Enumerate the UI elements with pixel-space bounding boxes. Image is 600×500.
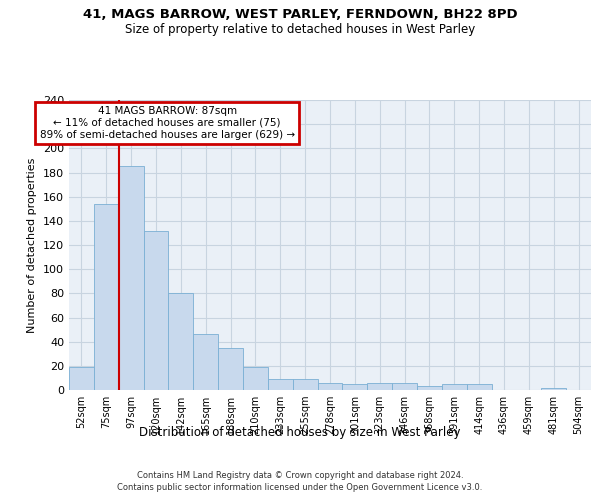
Bar — [367, 383, 392, 390]
Text: 41, MAGS BARROW, WEST PARLEY, FERNDOWN, BH22 8PD: 41, MAGS BARROW, WEST PARLEY, FERNDOWN, … — [83, 8, 517, 20]
Bar — [193, 334, 218, 390]
Y-axis label: Number of detached properties: Number of detached properties — [28, 158, 37, 332]
Text: Distribution of detached houses by size in West Parley: Distribution of detached houses by size … — [139, 426, 461, 439]
Bar — [541, 388, 566, 390]
Bar — [467, 384, 491, 390]
Bar — [343, 384, 367, 390]
Text: Contains public sector information licensed under the Open Government Licence v3: Contains public sector information licen… — [118, 484, 482, 492]
Bar — [293, 379, 317, 390]
Bar — [268, 379, 293, 390]
Bar — [169, 294, 193, 390]
Text: Size of property relative to detached houses in West Parley: Size of property relative to detached ho… — [125, 22, 475, 36]
Text: Contains HM Land Registry data © Crown copyright and database right 2024.: Contains HM Land Registry data © Crown c… — [137, 471, 463, 480]
Bar — [392, 383, 417, 390]
Bar — [442, 384, 467, 390]
Bar — [417, 386, 442, 390]
Bar — [218, 348, 243, 390]
Bar — [69, 367, 94, 390]
Bar — [143, 230, 169, 390]
Bar — [119, 166, 143, 390]
Bar — [317, 383, 343, 390]
Text: 41 MAGS BARROW: 87sqm
← 11% of detached houses are smaller (75)
89% of semi-deta: 41 MAGS BARROW: 87sqm ← 11% of detached … — [40, 106, 295, 140]
Bar — [94, 204, 119, 390]
Bar — [243, 367, 268, 390]
